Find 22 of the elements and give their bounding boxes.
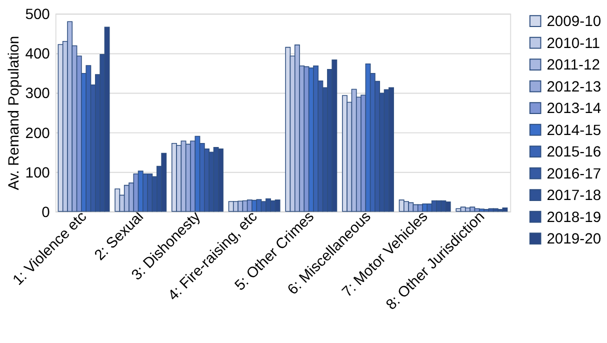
bar: [285, 46, 291, 212]
legend-label: 2009-10: [546, 14, 602, 30]
y-tick-label: 500: [25, 7, 50, 24]
legend-label: 2017-18: [546, 188, 602, 204]
y-tick-label: 100: [25, 165, 50, 182]
y-axis-title: Av. Remand Population: [6, 36, 22, 190]
legend-label: 2012-13: [546, 79, 602, 96]
bar: [478, 208, 484, 212]
y-tick-label: 0: [42, 204, 50, 221]
legend-label: 2010-11: [546, 36, 600, 52]
legend-label: 2015-16: [546, 144, 602, 161]
y-tick-label: 200: [25, 126, 50, 142]
legend-label: 2018-19: [546, 210, 602, 226]
legend-label: 2014-15: [546, 122, 602, 139]
y-tick-label: 300: [25, 86, 50, 102]
legend-label: 2016-17: [546, 166, 602, 182]
legend-label: 2019-20: [546, 232, 602, 248]
legend-label: 2013-14: [546, 101, 602, 118]
legend-label: 2011-12: [546, 58, 600, 74]
bar: [492, 208, 498, 212]
bar: [114, 188, 120, 212]
y-tick-label: 400: [25, 46, 50, 63]
